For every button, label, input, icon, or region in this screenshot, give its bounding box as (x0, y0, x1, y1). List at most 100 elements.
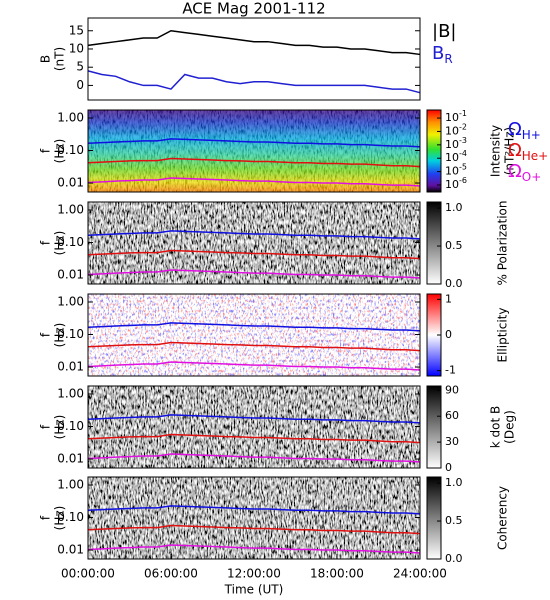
series-line (87, 341, 421, 352)
y-tick-label: 5 (76, 60, 84, 74)
series-line (87, 505, 421, 515)
y-tick-label: 0 (76, 78, 84, 92)
series-line (87, 524, 421, 535)
colorbar-tick-label: 60 (445, 409, 459, 422)
y-tick-label: 0.10 (57, 235, 84, 249)
series-line (87, 249, 421, 260)
colorbar-tick-exponent: -4 (459, 149, 467, 158)
legend-label: BR (432, 43, 453, 66)
x-tick-label: 00:00:00 (61, 567, 115, 581)
colorbar-tick-label: -1 (445, 364, 456, 377)
spectrogram-texture (88, 110, 420, 192)
series-line (87, 157, 421, 168)
panel: 0.0 0.5 1.0 % Polarization 0.01 0.10 1.00 f (Hz) (39, 201, 510, 290)
y-axis-label: f (39, 424, 53, 429)
colorbar-label: Intensity (489, 125, 503, 177)
colorbar-tick-label: 0 (445, 328, 452, 341)
legend-subscript: H+ (522, 128, 541, 142)
colorbar-tick-label: 0.5 (445, 514, 463, 527)
colorbar (426, 201, 442, 285)
y-axis-label: f (39, 515, 53, 520)
colorbar-tick-exponent: -1 (459, 109, 467, 118)
series-line (87, 138, 421, 148)
y-axis-label: (Hz) (53, 231, 67, 256)
legend-label: ΩH+ (508, 119, 541, 142)
spectrogram-texture (88, 202, 420, 284)
series-line (87, 433, 421, 444)
legend-subscript: R (444, 52, 452, 66)
y-tick-label: 0.10 (57, 419, 84, 433)
x-axis-label: Time (UT) (224, 583, 284, 597)
x-tick-label: 24:00:00 (393, 567, 447, 581)
colorbar-tick-exponent: -2 (459, 122, 467, 131)
spectrogram-texture (88, 477, 420, 559)
colorbar-label: (Deg) (503, 410, 517, 444)
x-tick-label: 06:00:00 (144, 567, 198, 581)
legend-label: ΩHe+ (508, 140, 548, 163)
colorbar-label: % Polarization (496, 201, 510, 286)
x-tick-label: 18:00:00 (310, 567, 364, 581)
colorbar-label: k dot B (489, 406, 503, 448)
legend-label: |B| (432, 21, 456, 42)
spectrogram-texture (88, 294, 420, 376)
y-axis-label: B (39, 55, 53, 63)
chart-title: ACE Mag 2001-112 (182, 0, 325, 18)
y-tick-label: 10 (69, 41, 84, 55)
y-tick-label: 1.00 (57, 202, 84, 216)
y-tick-label: 0.01 (57, 268, 84, 282)
colorbar (426, 385, 442, 469)
y-axis-label: f (39, 240, 53, 245)
series-line (87, 230, 421, 240)
colorbar-label: Ellipticity (496, 308, 510, 363)
colorbar-tick-label: 1.0 (445, 476, 463, 489)
y-axis-label: f (39, 148, 53, 153)
panel: |B|BR 0 5 10 15 B (nT) (39, 17, 456, 101)
y-tick-label: 1.00 (57, 110, 84, 124)
colorbar-tick-label: 0.0 (445, 552, 463, 565)
series-line (87, 414, 421, 424)
spectrogram-texture (88, 386, 420, 468)
series-line (87, 544, 421, 554)
series-line (87, 70, 421, 94)
y-axis-label: (Hz) (53, 323, 67, 348)
y-tick-label: 15 (69, 23, 84, 37)
colorbar-label: Coherency (496, 486, 510, 550)
x-tick-label: 12:00:00 (227, 567, 281, 581)
panel: 0 30 60 90 k dot B (Deg) 0.01 0.10 1.00 f (Hz) (39, 383, 517, 474)
y-axis-label: (Hz) (53, 415, 67, 440)
legend-subscript: O+ (522, 170, 542, 184)
y-tick-label: 0.10 (57, 327, 84, 341)
series-line (87, 322, 421, 332)
series-line (87, 29, 421, 56)
legend-label: ΩO+ (508, 161, 541, 184)
y-tick-label: 0.01 (57, 452, 84, 466)
y-axis-label: f (39, 332, 53, 337)
panel: -1 0 1 Ellipticity 0.01 0.10 1.00 f (Hz) (39, 292, 510, 376)
y-tick-label: 1.00 (57, 477, 84, 491)
colorbar-tick-label: 0.5 (445, 239, 463, 252)
plot-frame (87, 17, 421, 101)
colorbar-tick-exponent: -3 (459, 135, 467, 144)
colorbar (426, 109, 442, 193)
colorbar-label: (nT²/Hz) (503, 127, 517, 175)
y-tick-label: 0.01 (57, 360, 84, 374)
series-line (87, 453, 421, 463)
y-axis-label: (nT) (53, 47, 67, 71)
colorbar (426, 476, 442, 560)
colorbar-tick-label: 90 (445, 383, 459, 396)
colorbar-tick-label: 0 (445, 461, 452, 474)
y-tick-label: 0.10 (57, 510, 84, 524)
colorbar-tick-label: 0.0 (445, 277, 463, 290)
colorbar-tick-label: 1 (445, 292, 452, 305)
series-line (87, 361, 421, 371)
y-tick-label: 0.01 (57, 176, 84, 190)
colorbar-tick-label: 10-6 (445, 175, 467, 191)
legend-subscript: He+ (522, 149, 548, 163)
series-line (87, 177, 421, 187)
y-axis-label: (Hz) (53, 139, 67, 164)
y-tick-label: 0.01 (57, 543, 84, 557)
y-tick-label: 1.00 (57, 294, 84, 308)
colorbar-tick-label: 1.0 (445, 201, 463, 214)
